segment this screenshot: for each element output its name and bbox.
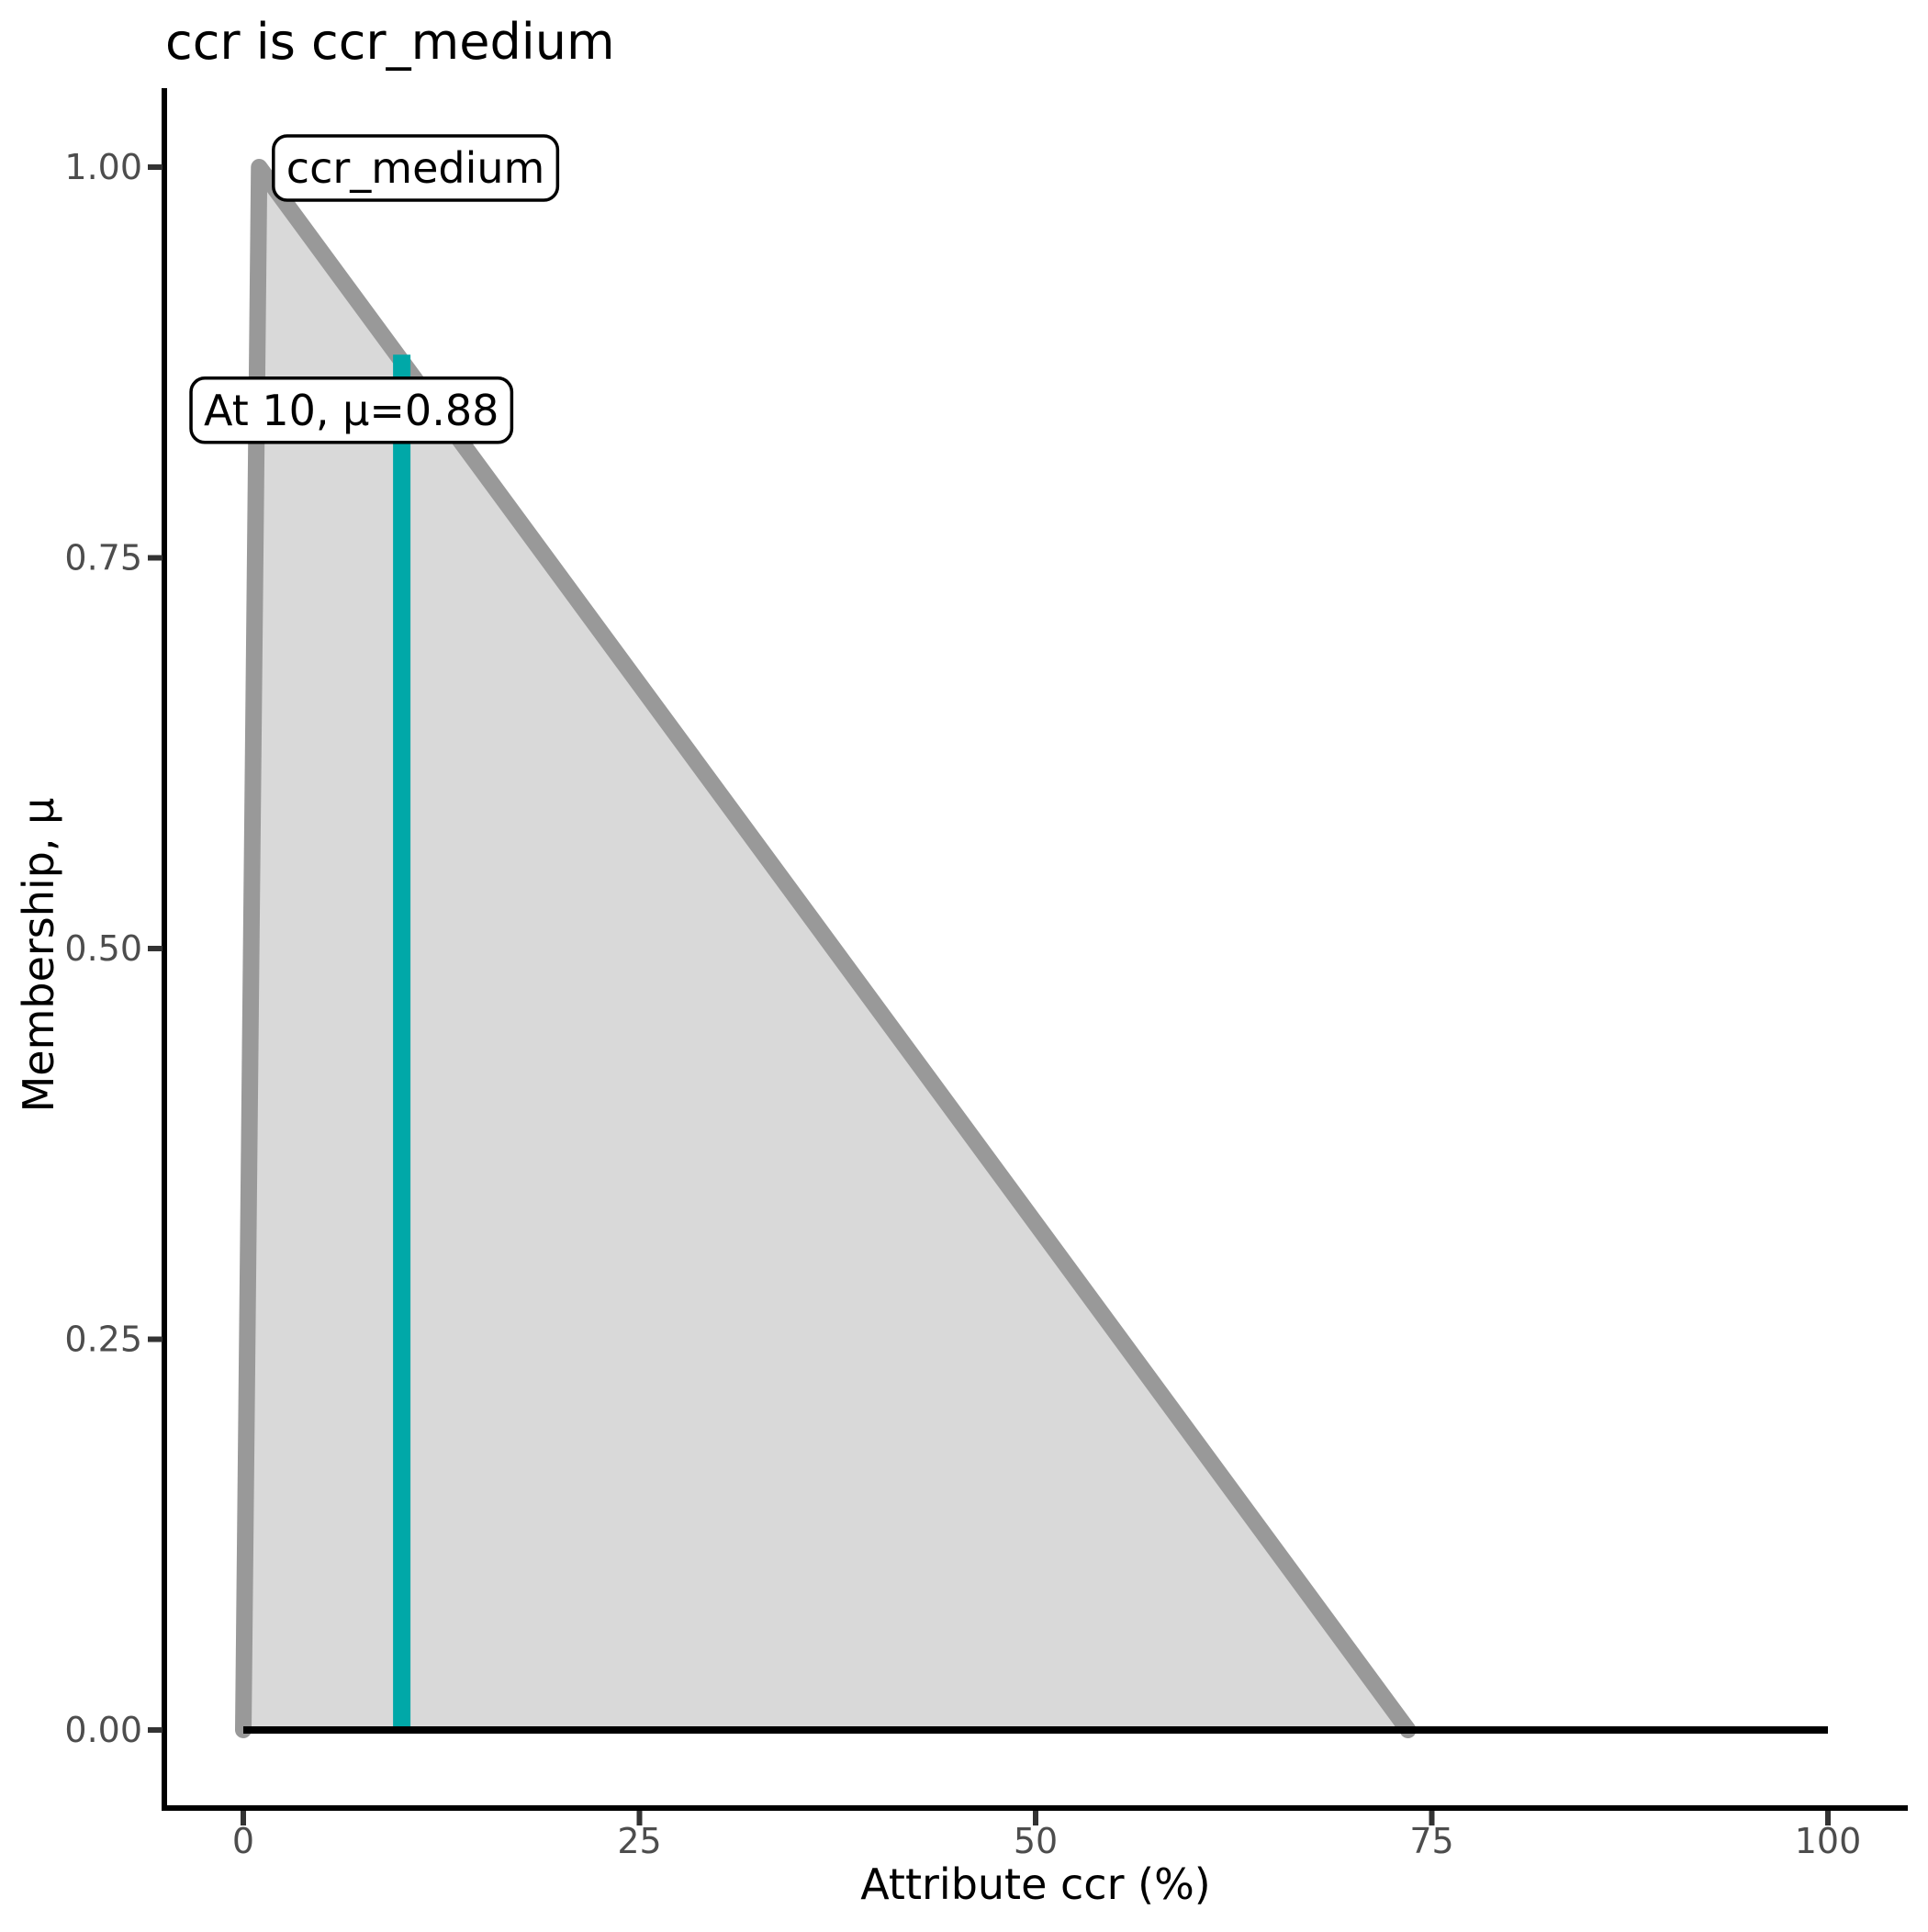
tick-layer: 0 25 50 75 100 0.00 0.25 0.50 0.75 1.00 — [64, 147, 1861, 1861]
y-axis-title: Membership, μ — [14, 798, 63, 1113]
chart-title: ccr is ccr_medium — [165, 13, 615, 71]
input-readout-label-box — [189, 376, 514, 444]
y-tick-label: 1.00 — [64, 147, 142, 187]
x-tick-label: 25 — [617, 1821, 661, 1861]
membership-outline — [235, 159, 1417, 1738]
mf-name-label-text: ccr_medium — [286, 143, 545, 193]
x-tick-label: 0 — [232, 1821, 254, 1861]
y-tick-label: 0.25 — [64, 1320, 142, 1360]
input-readout-label-text: At 10, μ=0.88 — [204, 386, 499, 435]
plot-layer — [235, 159, 1828, 1738]
x-tick-label: 50 — [1014, 1821, 1058, 1861]
y-tick-label: 0.75 — [64, 538, 142, 578]
y-tick-label: 0.00 — [64, 1710, 142, 1750]
x-tick-label: 100 — [1795, 1821, 1862, 1861]
y-tick-label: 0.50 — [64, 928, 142, 969]
x-tick-label: 75 — [1409, 1821, 1453, 1861]
annotation-layer: ccr_medium At 10, μ=0.88 — [189, 134, 560, 444]
mf-name-label-box — [272, 134, 560, 202]
x-axis-title: Attribute ccr (%) — [860, 1859, 1210, 1909]
